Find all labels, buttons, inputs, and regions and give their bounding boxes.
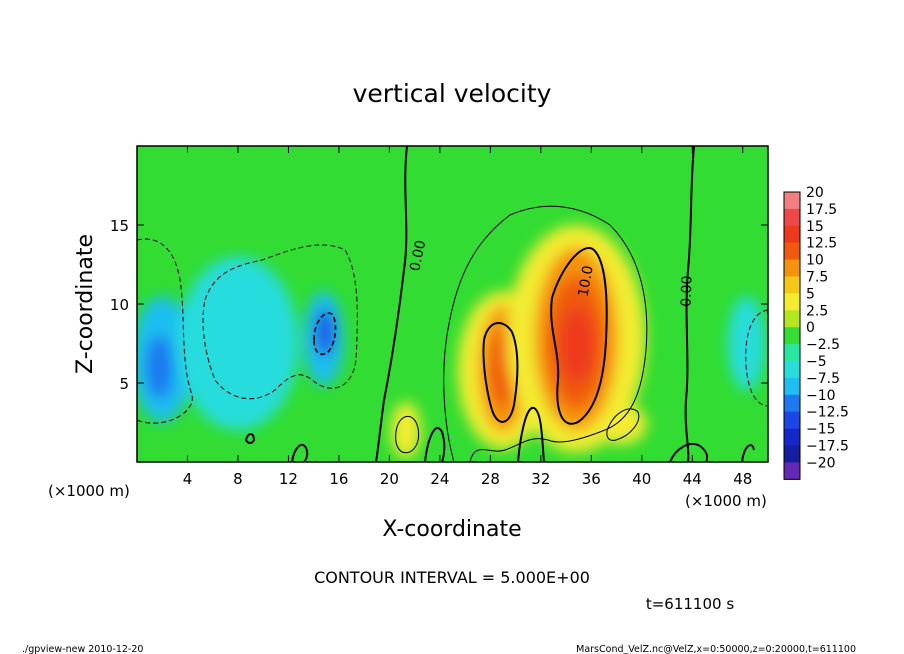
colorbar-swatch-8 — [784, 327, 800, 345]
colorbar-swatch-7 — [784, 310, 800, 328]
colorbar-label-13: −12.5 — [806, 405, 849, 421]
footer-right-text: MarsCond_VelZ.nc@VelZ,x=0:50000,z=0:2000… — [576, 644, 856, 654]
x-tick-label-24: 24 — [430, 470, 449, 488]
x-tick-label-44: 44 — [683, 470, 702, 488]
field-blob-8 — [596, 403, 647, 445]
x-tick-label-12: 12 — [279, 470, 298, 488]
plot-area: 0.00 10.0 0.00 — [137, 146, 768, 462]
colorbar-label-14: −15 — [806, 422, 836, 438]
field-blob-7 — [559, 307, 596, 383]
footer-left-text: ./gpview-new 2010-12-20 — [22, 644, 143, 654]
contour-zero-left — [375, 146, 408, 462]
contour-zero-bottom-3 — [517, 406, 545, 462]
field-blob-0 — [390, 401, 421, 459]
colorbar-label-12: −10 — [806, 388, 836, 404]
x-unit-left: (×1000 m) — [48, 482, 130, 500]
colorbar-label-0: 20 — [806, 185, 824, 201]
colorbar-label-8: 0 — [806, 320, 815, 336]
y-axis-label: Z-coordinate — [73, 234, 98, 374]
y-tick-label-5: 5 — [119, 375, 129, 393]
colorbar-label-7: 2.5 — [806, 303, 828, 319]
x-unit-right: (×1000 m) — [685, 492, 767, 510]
colorbar-swatch-11 — [784, 377, 800, 396]
contour-zero-bottom-1 — [291, 443, 309, 462]
colorbar-label-16: −20 — [806, 455, 836, 471]
colorbar-label-9: −2.5 — [806, 337, 840, 353]
colorbar-swatch-3 — [784, 242, 800, 261]
colorbar-swatch-0 — [784, 192, 800, 210]
colorbar-swatch-14 — [784, 428, 800, 446]
chart-title: vertical velocity — [353, 79, 552, 108]
contour-lines — [137, 146, 768, 462]
colorbar-label-11: −7.5 — [806, 371, 840, 387]
time-text: t=611100 s — [646, 595, 734, 613]
contour-five-small-left — [395, 416, 420, 454]
colorbar-label-6: 5 — [806, 286, 815, 302]
x-tick-label-36: 36 — [582, 470, 601, 488]
colorbar-swatch-5 — [784, 276, 800, 294]
field-blob-12 — [316, 308, 334, 357]
field-blob-10 — [145, 335, 174, 399]
colorbar-label-2: 15 — [806, 219, 824, 235]
colorbar-swatch-15 — [784, 445, 800, 463]
contour-interval-text: CONTOUR INTERVAL = 5.000E+00 — [314, 568, 590, 587]
colorbar-label-3: 12.5 — [806, 236, 837, 252]
contour-zero-bottom-6 — [244, 433, 256, 444]
colorbar-swatch-1 — [784, 208, 800, 227]
field-blob-layer — [137, 225, 766, 459]
y-tick-label-10: 10 — [110, 296, 129, 314]
contour-label-layer: 0.00 10.0 0.00 — [407, 239, 695, 307]
contour-five-outer — [443, 205, 648, 462]
contour-neg-ten — [313, 312, 337, 356]
contour-neg-five-right — [745, 309, 768, 407]
y-tick-label-15: 15 — [110, 217, 129, 235]
colorbar-swatch-2 — [784, 225, 800, 244]
contour-label-0: 0.00 — [407, 239, 429, 273]
colorbar-label-4: 10 — [806, 253, 824, 269]
colorbar-swatch-6 — [784, 293, 800, 311]
contour-zero-bottom-4 — [669, 443, 709, 462]
colorbar-swatch-16 — [784, 462, 800, 480]
contour-ten-left — [482, 322, 519, 423]
colorbar-swatch-13 — [784, 411, 800, 430]
x-tick-label-48: 48 — [733, 470, 752, 488]
contour-neg-five-left — [137, 238, 193, 424]
contour-label-1: 10.0 — [576, 264, 597, 297]
x-tick-label-20: 20 — [380, 470, 399, 488]
x-tick-label-8: 8 — [233, 470, 243, 488]
x-tick-label-28: 28 — [481, 470, 500, 488]
colorbar-swatch-10 — [784, 361, 800, 379]
colorbar-swatch-9 — [784, 344, 800, 362]
contour-label-2: 0.00 — [678, 275, 695, 307]
colorbar-label-1: 17.5 — [806, 202, 837, 218]
contour-ten-right — [550, 247, 608, 425]
x-axis-label: X-coordinate — [382, 517, 521, 542]
colorbar: 2017.51512.5107.552.50−2.5−5−7.5−10−12.5… — [783, 185, 849, 480]
x-tick-label-4: 4 — [183, 470, 193, 488]
colorbar-label-10: −5 — [806, 354, 827, 370]
x-tick-label-32: 32 — [531, 470, 550, 488]
x-tick-label-16: 16 — [329, 470, 348, 488]
field-blob-13 — [177, 256, 299, 431]
colorbar-swatch-12 — [784, 394, 800, 413]
colorbar-frame — [783, 191, 801, 480]
colorbar-label-15: −17.5 — [806, 439, 849, 455]
contour-five-small-right — [606, 408, 640, 441]
contour-zero-bottom-2 — [424, 426, 446, 462]
contour-neg-five-mid — [202, 244, 358, 400]
colorbar-label-5: 7.5 — [806, 270, 828, 286]
x-tick-label-40: 40 — [632, 470, 651, 488]
contour-zero-right — [684, 146, 695, 462]
x-axis-ticks: 4 8 12 16 20 24 28 32 36 40 44 48 — [183, 146, 752, 488]
y-axis-ticks: 5 10 15 — [110, 217, 768, 393]
colorbar-swatch-4 — [784, 259, 800, 277]
